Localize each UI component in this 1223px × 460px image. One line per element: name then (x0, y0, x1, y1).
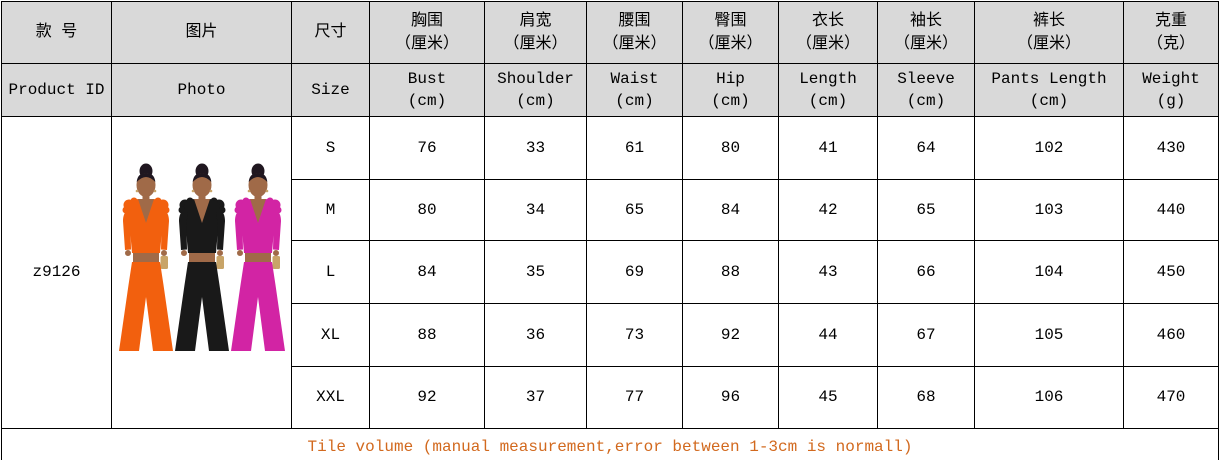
m-weight: 440 (1123, 178, 1219, 242)
header-cn-pants-length: 裤长 （厘米） (974, 1, 1124, 64)
xl-bust: 88 (369, 303, 485, 368)
m-shoulder: 34 (484, 178, 587, 242)
xl-hip: 92 (682, 303, 779, 368)
header-cn-sleeve: 袖长 （厘米） (877, 1, 975, 64)
measurement-note-en: Tile volume (manual measurement,error be… (1, 427, 1219, 460)
s-size: S (291, 116, 370, 180)
header-en-product-id: Product ID (1, 63, 112, 117)
m-length: 42 (778, 178, 878, 242)
m-waist: 65 (586, 178, 683, 242)
l-length: 43 (778, 240, 878, 305)
header-en-hip: Hip (cm) (682, 63, 779, 117)
s-waist: 61 (586, 116, 683, 180)
header-cn-photo: 图片 (111, 1, 292, 64)
m-size: M (291, 178, 370, 242)
xl-size: XL (291, 303, 370, 368)
s-length: 41 (778, 116, 878, 180)
xl-shoulder: 36 (484, 303, 587, 368)
header-en-bust: Bust (cm) (369, 63, 485, 117)
m-pants-length: 103 (974, 178, 1124, 242)
xl-waist: 73 (586, 303, 683, 368)
size-row-xl: XL 88 36 73 92 44 67 105 460 (2, 303, 1219, 368)
m-bust: 80 (369, 178, 485, 242)
l-pants-length: 104 (974, 240, 1124, 305)
xxl-pants-length: 106 (974, 366, 1124, 429)
s-bust: 76 (369, 116, 485, 180)
l-hip: 88 (682, 240, 779, 305)
xxl-size: XXL (291, 366, 370, 429)
header-cn-hip: 臀围 （厘米） (682, 1, 779, 64)
size-row-m: M 80 34 65 84 42 65 103 440 (2, 178, 1219, 242)
xl-pants-length: 105 (974, 303, 1124, 368)
header-en-photo: Photo (111, 63, 292, 117)
product-photo (118, 163, 285, 352)
note-row-en: Tile volume (manual measurement,error be… (1, 427, 1219, 460)
xxl-length: 45 (778, 366, 878, 429)
header-en-pants-length: Pants Length (cm) (974, 63, 1124, 117)
size-row-l: L 84 35 69 88 43 66 104 450 (2, 240, 1219, 305)
xxl-shoulder: 37 (484, 366, 587, 429)
xl-length: 44 (778, 303, 878, 368)
s-pants-length: 102 (974, 116, 1124, 180)
header-en-sleeve: Sleeve (cm) (877, 63, 975, 117)
size-row-s: z9126 (1, 116, 1219, 429)
m-sleeve: 65 (877, 178, 975, 242)
s-shoulder: 33 (484, 116, 587, 180)
l-sleeve: 66 (877, 240, 975, 305)
xxl-bust: 92 (369, 366, 485, 429)
header-cn-length: 衣长 （厘米） (778, 1, 878, 64)
header-en-size: Size (291, 63, 370, 117)
header-cn-weight: 克重 （克） (1123, 1, 1219, 64)
s-hip: 80 (682, 116, 779, 180)
xxl-weight: 470 (1123, 366, 1219, 429)
xl-sleeve: 67 (877, 303, 975, 368)
m-hip: 84 (682, 178, 779, 242)
l-waist: 69 (586, 240, 683, 305)
header-cn-waist: 腰围 （厘米） (586, 1, 683, 64)
xl-weight: 460 (1123, 303, 1219, 368)
l-bust: 84 (369, 240, 485, 305)
header-cn-shoulder: 肩宽 （厘米） (484, 1, 587, 64)
l-size: L (291, 240, 370, 305)
s-sleeve: 64 (877, 116, 975, 180)
header-cn-product-id: 款 号 (1, 1, 112, 64)
header-en-length: Length (cm) (778, 63, 878, 117)
header-cn-size: 尺寸 (291, 1, 370, 64)
header-en-weight: Weight (g) (1123, 63, 1219, 117)
product-id-cell: z9126 (1, 116, 112, 429)
header-row-cn: 款 号 图片 尺寸 胸围 （厘米） 肩宽 （厘米） 腰围 （厘米） 臀围 （厘米… (1, 1, 1219, 64)
header-en-waist: Waist (cm) (586, 63, 683, 117)
xxl-hip: 96 (682, 366, 779, 429)
product-photo-cell (111, 116, 292, 429)
xxl-sleeve: 68 (877, 366, 975, 429)
l-weight: 450 (1123, 240, 1219, 305)
header-en-shoulder: Shoulder (cm) (484, 63, 587, 117)
header-row-en: Product ID Photo Size Bust (cm) Shoulder… (1, 63, 1219, 117)
l-shoulder: 35 (484, 240, 587, 305)
header-cn-bust: 胸围 （厘米） (369, 1, 485, 64)
s-weight: 430 (1123, 116, 1219, 180)
size-row-xxl: XXL 92 37 77 96 45 68 106 470 (2, 366, 1219, 429)
xxl-waist: 77 (586, 366, 683, 429)
